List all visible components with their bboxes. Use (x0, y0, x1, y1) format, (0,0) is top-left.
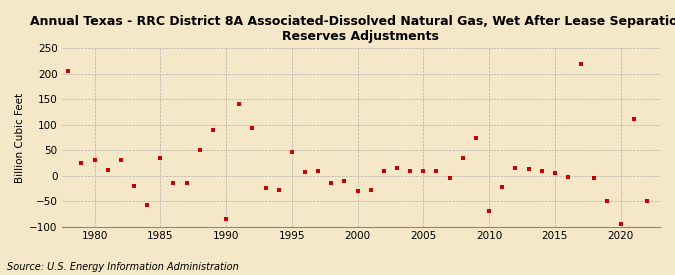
Text: Source: U.S. Energy Information Administration: Source: U.S. Energy Information Administ… (7, 262, 238, 272)
Title: Annual Texas - RRC District 8A Associated-Dissolved Natural Gas, Wet After Lease: Annual Texas - RRC District 8A Associate… (30, 15, 675, 43)
Point (628, 116, 639, 121)
Point (458, 156, 468, 160)
Point (89, 158, 100, 163)
Point (536, 168, 547, 173)
Point (497, 185, 508, 189)
Point (247, 126, 258, 131)
Point (313, 168, 323, 173)
Point (470, 136, 481, 141)
Point (549, 171, 560, 175)
Point (181, 181, 192, 186)
Point (405, 168, 416, 173)
Point (418, 168, 429, 173)
Point (300, 169, 310, 174)
Point (142, 202, 153, 207)
Point (129, 184, 140, 188)
Point (365, 188, 376, 192)
Point (221, 217, 232, 221)
Point (379, 168, 389, 173)
Point (602, 199, 613, 203)
Point (641, 199, 652, 203)
Point (339, 178, 350, 183)
Point (510, 166, 520, 170)
Point (484, 209, 495, 213)
Point (444, 176, 455, 180)
Point (63, 69, 74, 73)
Point (523, 166, 534, 171)
Point (589, 176, 599, 180)
Point (76, 161, 87, 165)
Point (115, 158, 126, 163)
Point (431, 168, 442, 173)
Point (273, 188, 284, 192)
Point (207, 128, 218, 132)
Point (562, 175, 573, 179)
Point (286, 150, 297, 155)
Point (326, 181, 337, 186)
Point (234, 102, 244, 106)
Point (260, 186, 271, 191)
Point (194, 148, 205, 152)
Point (103, 167, 113, 172)
Point (576, 61, 587, 66)
Point (155, 156, 166, 160)
Point (352, 189, 363, 193)
Y-axis label: Billion Cubic Feet: Billion Cubic Feet (15, 92, 25, 183)
Point (168, 181, 179, 186)
Point (392, 166, 402, 170)
Point (615, 222, 626, 226)
